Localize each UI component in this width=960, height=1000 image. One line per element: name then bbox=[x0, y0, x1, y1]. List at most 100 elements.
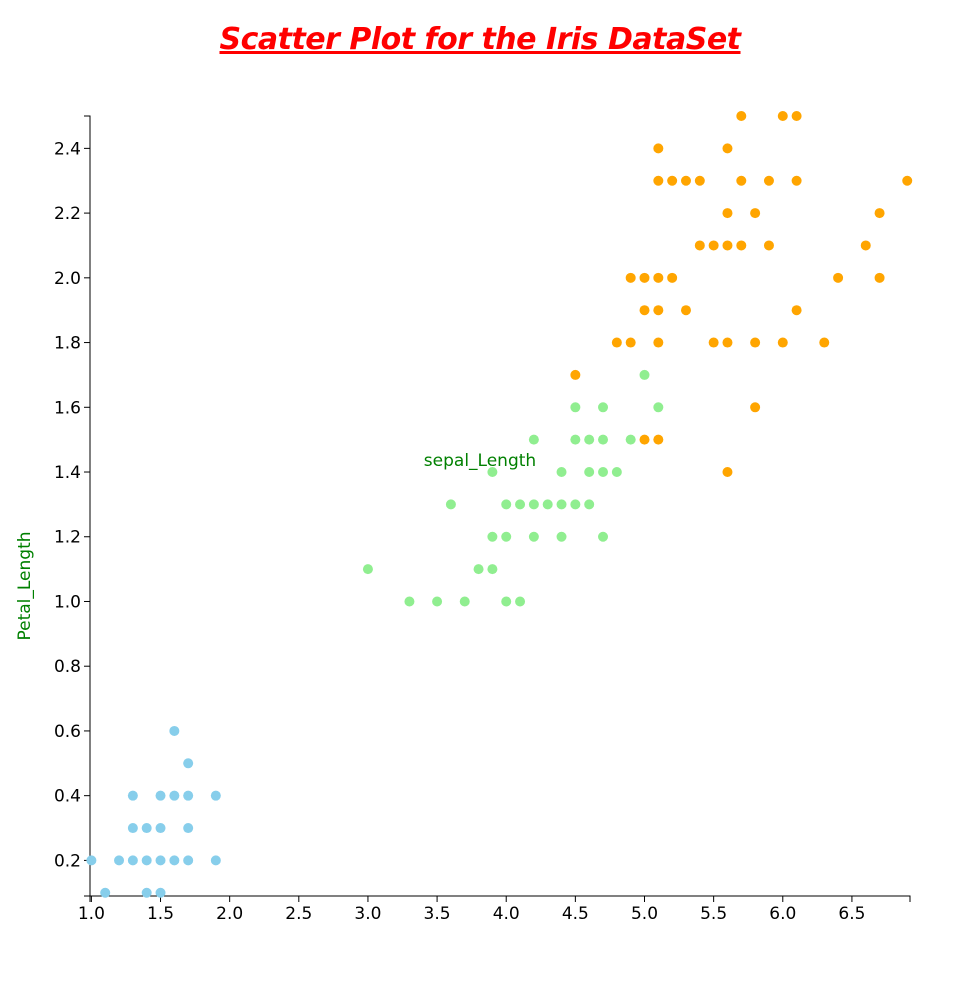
data-point bbox=[501, 499, 512, 510]
x-tick-label: 2.5 bbox=[285, 904, 312, 924]
y-tick-label: 2.2 bbox=[54, 204, 81, 224]
data-point bbox=[459, 596, 470, 607]
data-point bbox=[750, 208, 761, 219]
y-tick-label: 0.2 bbox=[54, 851, 81, 871]
data-point bbox=[708, 337, 719, 348]
data-points bbox=[86, 111, 913, 898]
data-point bbox=[653, 337, 664, 348]
data-point bbox=[736, 111, 747, 121]
data-point bbox=[722, 467, 733, 478]
data-point bbox=[777, 111, 788, 121]
y-tick-label: 0.8 bbox=[54, 657, 81, 677]
data-point bbox=[127, 823, 138, 834]
y-tick-label: 0.6 bbox=[54, 722, 81, 742]
data-point bbox=[114, 855, 125, 866]
data-point bbox=[791, 175, 802, 186]
data-point bbox=[722, 337, 733, 348]
data-point bbox=[722, 143, 733, 154]
data-point bbox=[694, 175, 705, 186]
data-point bbox=[653, 272, 664, 283]
data-point bbox=[515, 596, 526, 607]
data-point bbox=[833, 272, 844, 283]
data-point bbox=[487, 564, 498, 575]
data-point bbox=[625, 272, 636, 283]
data-point bbox=[639, 434, 650, 445]
data-point bbox=[183, 855, 194, 866]
data-point bbox=[860, 240, 871, 251]
data-point bbox=[473, 564, 484, 575]
data-point bbox=[584, 499, 595, 510]
data-point bbox=[127, 855, 138, 866]
data-point bbox=[639, 305, 650, 316]
data-point bbox=[404, 596, 415, 607]
x-tick-label: 4.0 bbox=[493, 904, 520, 924]
x-tick-label: 6.0 bbox=[769, 904, 796, 924]
data-point bbox=[155, 790, 166, 801]
y-tick-label: 1.2 bbox=[54, 528, 81, 548]
y-tick-label: 1.4 bbox=[54, 463, 81, 483]
data-point bbox=[362, 564, 373, 575]
data-point bbox=[528, 434, 539, 445]
data-point bbox=[570, 499, 581, 510]
x-axis-label: sepal_Length bbox=[424, 451, 536, 471]
x-tick-label: 2.0 bbox=[216, 904, 243, 924]
data-point bbox=[639, 369, 650, 380]
data-point bbox=[708, 240, 719, 251]
data-point bbox=[155, 823, 166, 834]
data-point bbox=[680, 175, 691, 186]
y-axis: 0.2 0.4 0.6 0.8 1.0 1.2 1.4 1.6 1.8 2.0 2.2 2.4 bbox=[54, 115, 91, 897]
data-point bbox=[653, 402, 664, 413]
data-point bbox=[777, 337, 788, 348]
data-point bbox=[722, 240, 733, 251]
data-point bbox=[667, 175, 678, 186]
data-point bbox=[100, 887, 111, 898]
data-point bbox=[155, 887, 166, 898]
data-point bbox=[183, 823, 194, 834]
data-point bbox=[445, 499, 456, 510]
data-point bbox=[127, 790, 138, 801]
x-tick-label: 5.0 bbox=[631, 904, 658, 924]
data-point bbox=[667, 272, 678, 283]
data-point bbox=[141, 855, 152, 866]
x-tick-label: 3.0 bbox=[354, 904, 381, 924]
data-point bbox=[653, 175, 664, 186]
data-point bbox=[750, 337, 761, 348]
data-point bbox=[874, 208, 885, 219]
data-point bbox=[556, 499, 567, 510]
data-point bbox=[570, 402, 581, 413]
data-point bbox=[183, 790, 194, 801]
data-point bbox=[515, 499, 526, 510]
x-axis: 1.0 1.5 2.0 2.5 3.0 3.5 4.0 4.5 5.0 5.5 6.0 6.5 bbox=[78, 895, 911, 924]
x-tick-label: 3.5 bbox=[424, 904, 451, 924]
data-point bbox=[874, 272, 885, 283]
data-point bbox=[763, 175, 774, 186]
data-point bbox=[155, 855, 166, 866]
y-axis-line bbox=[84, 115, 91, 897]
y-tick-label: 1.8 bbox=[54, 334, 81, 354]
data-point bbox=[791, 111, 802, 121]
data-point bbox=[625, 337, 636, 348]
data-point bbox=[432, 596, 443, 607]
data-point bbox=[556, 467, 567, 478]
data-point bbox=[183, 758, 194, 769]
x-tick-label: 5.5 bbox=[700, 904, 727, 924]
data-point bbox=[598, 402, 609, 413]
data-point bbox=[598, 467, 609, 478]
data-point bbox=[210, 790, 221, 801]
data-point bbox=[611, 337, 622, 348]
data-point bbox=[556, 531, 567, 542]
data-point bbox=[763, 240, 774, 251]
data-point bbox=[487, 531, 498, 542]
x-axis-line bbox=[89, 895, 911, 902]
y-tick-label: 0.4 bbox=[54, 787, 81, 807]
data-point bbox=[86, 855, 97, 866]
data-point bbox=[141, 823, 152, 834]
data-point bbox=[625, 434, 636, 445]
data-point bbox=[598, 531, 609, 542]
y-tick-label: 1.6 bbox=[54, 398, 81, 418]
data-point bbox=[598, 434, 609, 445]
data-point bbox=[210, 855, 221, 866]
data-point bbox=[902, 175, 913, 186]
data-point bbox=[736, 240, 747, 251]
